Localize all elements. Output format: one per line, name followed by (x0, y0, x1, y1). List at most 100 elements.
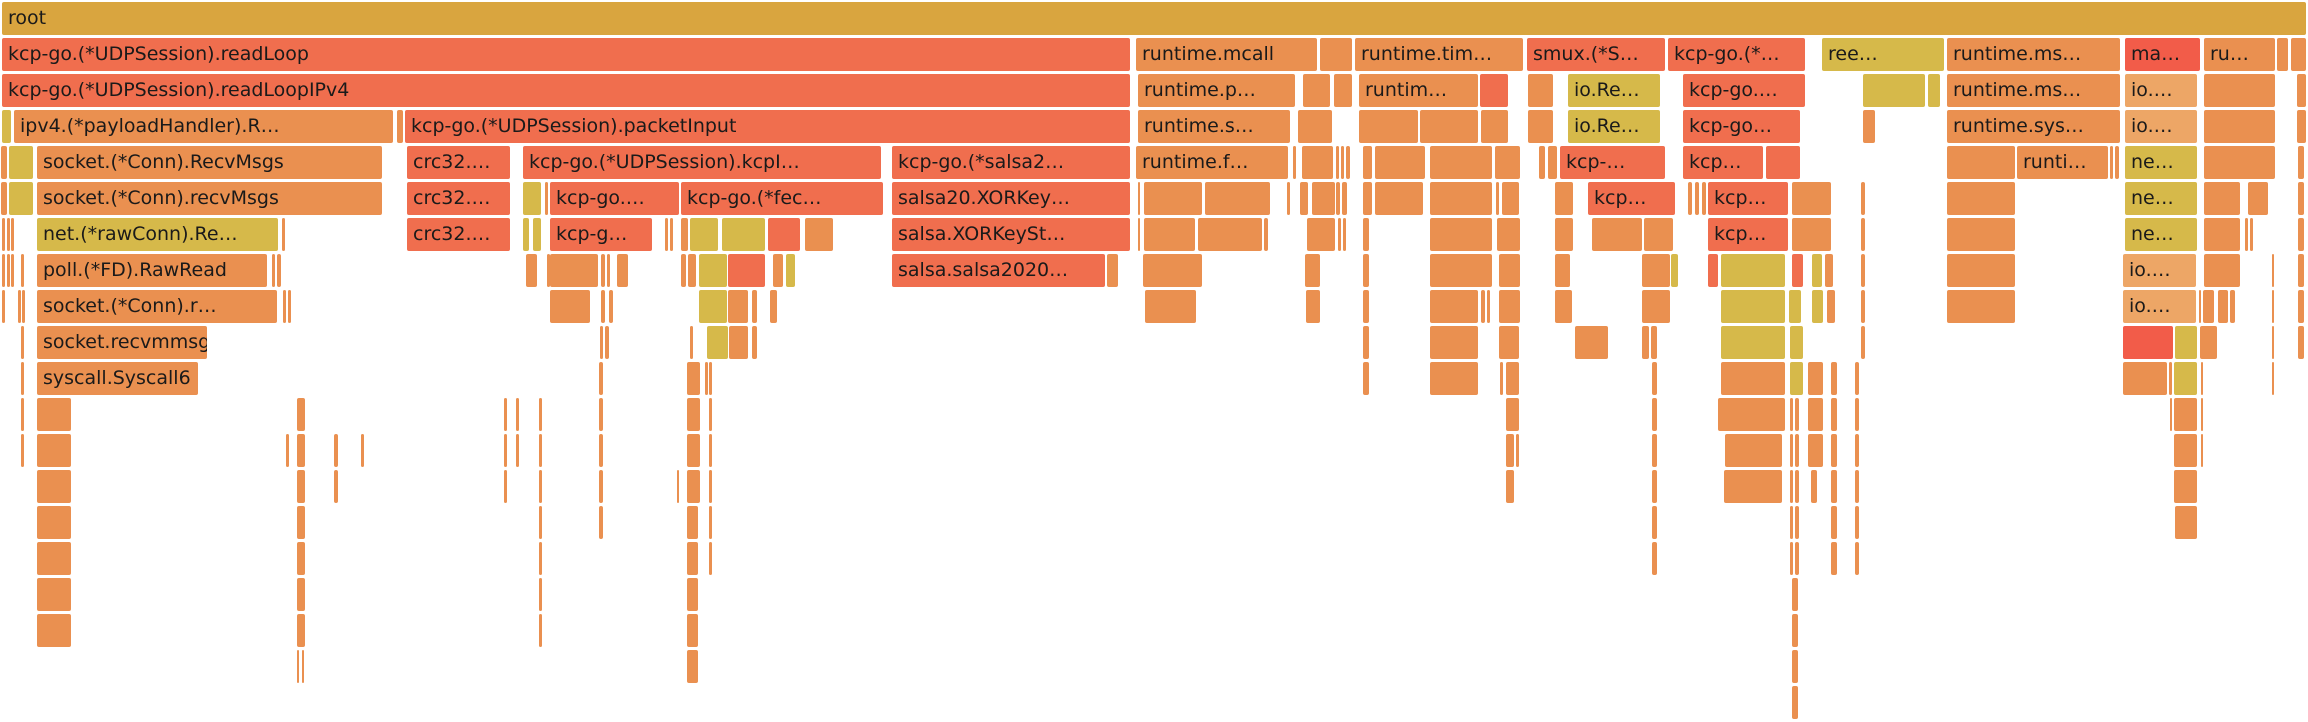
frame-cell[interactable]: kcp-go.(*UDPSession).packetInput (405, 110, 1130, 143)
frame-cell-unlabeled[interactable] (1644, 218, 1673, 251)
frame-cell-unlabeled[interactable] (1363, 146, 1372, 179)
frame-cell-unlabeled[interactable] (1481, 290, 1485, 323)
frame-cell-unlabeled[interactable] (2272, 326, 2274, 359)
frame-cell-unlabeled[interactable] (1338, 218, 1341, 251)
frame-cell-unlabeled[interactable] (1855, 542, 1859, 575)
frame-cell-unlabeled[interactable] (21, 398, 24, 431)
frame-cell-unlabeled[interactable] (709, 506, 712, 539)
frame-cell-unlabeled[interactable] (37, 542, 71, 575)
frame-cell-unlabeled[interactable] (1430, 182, 1492, 215)
frame-cell-unlabeled[interactable] (539, 578, 542, 611)
frame-cell-unlabeled[interactable] (1300, 182, 1308, 215)
frame-cell-unlabeled[interactable] (1695, 182, 1699, 215)
frame-cell[interactable]: kcp-go.… (1683, 74, 1805, 107)
frame-cell-unlabeled[interactable] (2272, 254, 2274, 287)
frame-cell-unlabeled[interactable] (709, 542, 712, 575)
frame-cell-unlabeled[interactable] (2169, 362, 2172, 395)
frame-cell[interactable]: poll.(*FD).RawRead (37, 254, 267, 287)
frame-cell-unlabeled[interactable] (1790, 506, 1793, 539)
frame-cell-unlabeled[interactable] (1702, 182, 1706, 215)
frame-cell[interactable]: kcp-go.(*fec… (681, 182, 883, 215)
frame-cell[interactable]: runtime.s… (1138, 110, 1290, 143)
frame-cell-unlabeled[interactable] (1555, 218, 1573, 251)
frame-cell[interactable]: smux.(*S… (1527, 38, 1665, 71)
frame-cell-unlabeled[interactable] (2, 290, 5, 323)
frame-cell-unlabeled[interactable] (2297, 74, 2306, 107)
frame-cell[interactable]: runti… (2017, 146, 2108, 179)
frame-cell-unlabeled[interactable] (1795, 542, 1799, 575)
frame-cell[interactable]: runtim… (1359, 74, 1478, 107)
frame-cell-unlabeled[interactable] (1336, 146, 1339, 179)
frame-cell-unlabeled[interactable] (37, 506, 71, 539)
frame-cell[interactable]: salsa.XORKeySt… (892, 218, 1130, 251)
frame-cell-unlabeled[interactable] (282, 218, 285, 251)
frame-cell-unlabeled[interactable] (687, 542, 698, 575)
frame-cell-unlabeled[interactable] (37, 614, 71, 647)
frame-cell-unlabeled[interactable] (1506, 470, 1514, 503)
frame-cell-unlabeled[interactable] (2204, 74, 2275, 107)
frame-cell-unlabeled[interactable] (2248, 182, 2268, 215)
frame-cell-unlabeled[interactable] (1497, 218, 1520, 251)
frame-cell-unlabeled[interactable] (1506, 398, 1519, 431)
frame-cell[interactable]: socket.recvmmsg (37, 326, 207, 359)
frame-cell-unlabeled[interactable] (277, 254, 281, 287)
frame-cell-unlabeled[interactable] (1592, 218, 1642, 251)
frame-cell-unlabeled[interactable] (1855, 506, 1859, 539)
frame-cell-unlabeled[interactable] (2298, 182, 2304, 215)
frame-cell-unlabeled[interactable] (1792, 218, 1831, 251)
frame-cell-unlabeled[interactable] (22, 290, 25, 323)
frame-cell-unlabeled[interactable] (2174, 398, 2197, 431)
frame-cell-unlabeled[interactable] (1795, 434, 1799, 467)
frame-cell-unlabeled[interactable] (1480, 74, 1508, 107)
frame-cell-unlabeled[interactable] (2204, 110, 2275, 143)
frame-cell-unlabeled[interactable] (2272, 290, 2274, 323)
frame-cell[interactable]: kcp… (1683, 146, 1763, 179)
frame-cell-unlabeled[interactable] (1792, 578, 1798, 611)
frame-cell-unlabeled[interactable] (1420, 110, 1478, 143)
frame-cell-unlabeled[interactable] (677, 470, 679, 503)
frame-cell-unlabeled[interactable] (687, 578, 698, 611)
frame-cell-unlabeled[interactable] (2175, 326, 2197, 359)
frame-cell-unlabeled[interactable] (1855, 470, 1859, 503)
frame-cell-unlabeled[interactable] (1795, 506, 1799, 539)
frame-cell[interactable]: runtime.p… (1138, 74, 1295, 107)
frame-cell-unlabeled[interactable] (9, 182, 33, 215)
frame-cell[interactable]: kcp-go.(*UDPSession).kcpI… (523, 146, 881, 179)
frame-cell-unlabeled[interactable] (1144, 182, 1202, 215)
frame-cell-unlabeled[interactable] (21, 434, 24, 467)
frame-cell-unlabeled[interactable] (690, 326, 693, 359)
frame-cell-unlabeled[interactable] (2204, 254, 2240, 287)
frame-cell-unlabeled[interactable] (1307, 218, 1335, 251)
frame-cell[interactable]: kcp-go.(*UDPSession).readLoop (2, 38, 1130, 71)
frame-cell-unlabeled[interactable] (2174, 362, 2197, 395)
frame-cell-unlabeled[interactable] (600, 326, 603, 359)
frame-cell-unlabeled[interactable] (729, 326, 748, 359)
frame-cell-unlabeled[interactable] (1721, 326, 1785, 359)
frame-cell-unlabeled[interactable] (687, 506, 698, 539)
frame-cell-unlabeled[interactable] (11, 218, 14, 251)
frame-cell-unlabeled[interactable] (1825, 254, 1833, 287)
frame-cell-unlabeled[interactable] (334, 470, 338, 503)
frame-cell-unlabeled[interactable] (2170, 398, 2172, 431)
frame-cell-unlabeled[interactable] (523, 182, 541, 215)
frame-cell[interactable]: crc32.… (407, 218, 510, 251)
frame-cell-unlabeled[interactable] (550, 290, 590, 323)
frame-cell-unlabeled[interactable] (1795, 398, 1799, 431)
frame-cell-unlabeled[interactable] (1688, 182, 1692, 215)
frame-cell-unlabeled[interactable] (1430, 362, 1478, 395)
frame-cell-unlabeled[interactable] (533, 218, 541, 251)
frame-cell-unlabeled[interactable] (2115, 146, 2119, 179)
frame-cell-unlabeled[interactable] (1496, 182, 1499, 215)
frame-cell-unlabeled[interactable] (1863, 110, 1875, 143)
frame-cell-unlabeled[interactable] (1792, 686, 1798, 719)
frame-cell-unlabeled[interactable] (1198, 218, 1262, 251)
frame-cell-unlabeled[interactable] (1481, 110, 1508, 143)
frame-cell-unlabeled[interactable] (1671, 254, 1678, 287)
frame-cell[interactable]: ne… (2125, 218, 2197, 251)
frame-cell[interactable]: salsa.salsa2020… (892, 254, 1105, 287)
frame-cell-unlabeled[interactable] (728, 290, 748, 323)
frame-cell-unlabeled[interactable] (1341, 146, 1344, 179)
frame-cell[interactable]: socket.(*Conn).r… (37, 290, 277, 323)
frame-cell[interactable]: io.Re… (1568, 110, 1660, 143)
frame-cell-unlabeled[interactable] (288, 290, 291, 323)
